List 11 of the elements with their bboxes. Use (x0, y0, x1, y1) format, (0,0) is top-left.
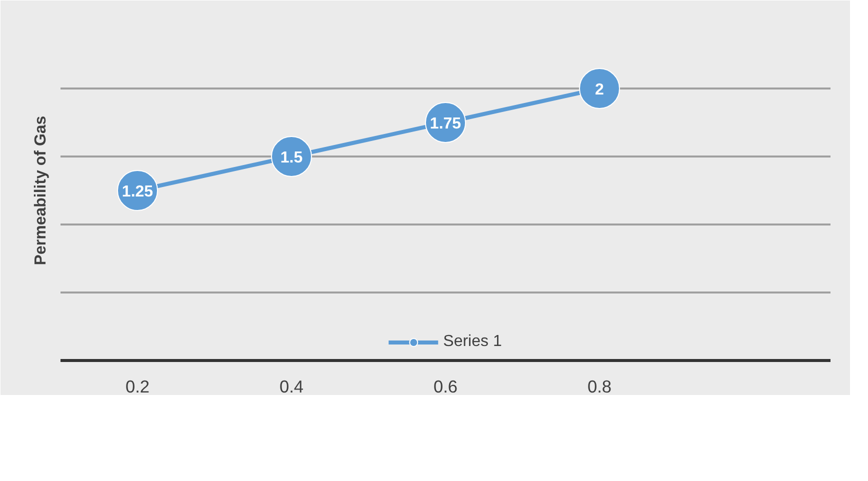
data-label: 2 (595, 82, 604, 98)
x-tick-label: 0.4 (279, 376, 304, 396)
y-axis-title: Permeability of Gas (32, 116, 50, 266)
x-tick-label: 0.8 (587, 376, 612, 396)
point (579, 68, 620, 109)
legend-label: Series 1 (443, 332, 502, 352)
x-tick-label: 0.6 (433, 376, 458, 396)
data-label: 1.75 (430, 116, 462, 132)
data-label: 1.25 (122, 184, 154, 200)
x-tick-label: 0.2 (125, 376, 150, 396)
data-label: 1.5 (280, 150, 303, 166)
